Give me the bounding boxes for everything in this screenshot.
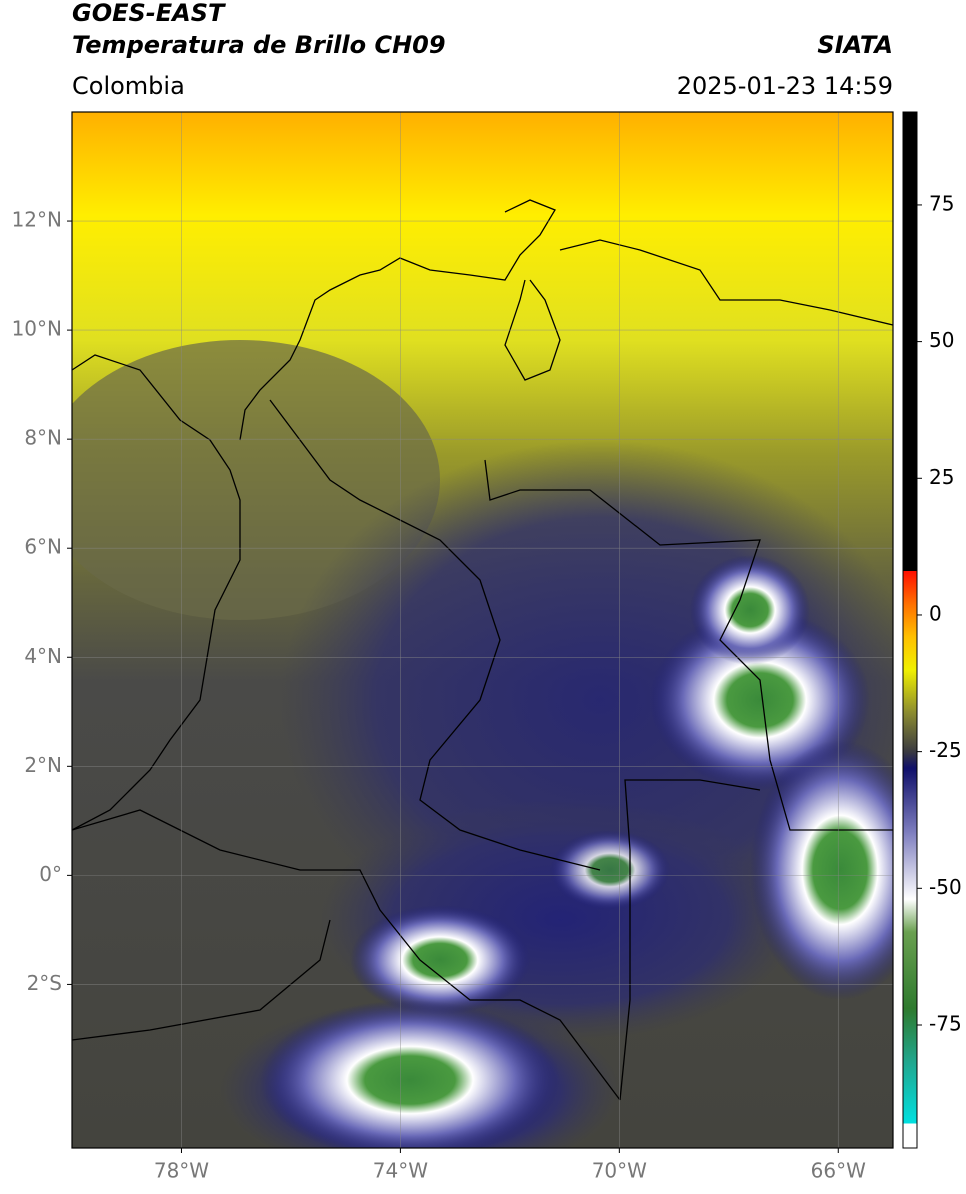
- lat-label: 4°N: [24, 644, 62, 668]
- colorbar-label: -75: [929, 1011, 962, 1035]
- lon-label: 74°W: [373, 1159, 428, 1183]
- colorbar-label: -50: [929, 875, 962, 899]
- lat-label: 2°N: [24, 753, 62, 777]
- colorbar-bar: [902, 111, 918, 1149]
- lat-label: 2°S: [27, 971, 62, 995]
- lon-label: 78°W: [154, 1159, 209, 1183]
- map-frame: [71, 111, 894, 1149]
- lat-label: 8°N: [24, 426, 62, 450]
- colorbar-label: 25: [929, 465, 954, 489]
- colorbar: 75 50 25 0 -25 -50 -75: [902, 111, 962, 1149]
- region: Colombia: [72, 72, 185, 100]
- source: SIATA: [817, 31, 893, 59]
- colorbar-label: 0: [929, 601, 942, 625]
- title: GOES-EAST: [72, 0, 226, 27]
- datetime: 2025-01-23 14:59: [677, 72, 893, 100]
- lat-label: 0°: [39, 862, 62, 886]
- colorbar-label: 75: [929, 191, 954, 215]
- satellite-image: [72, 112, 893, 1148]
- lon-label: 70°W: [592, 1159, 647, 1183]
- lat-label: 10°N: [12, 317, 62, 341]
- graticule: [67, 112, 893, 1153]
- subtitle: Temperatura de Brillo CH09: [72, 31, 446, 59]
- lat-label: 6°N: [24, 535, 62, 559]
- lon-label: 66°W: [811, 1159, 866, 1183]
- colorbar-label: 50: [929, 328, 954, 352]
- colorbar-label: -25: [929, 738, 962, 762]
- lat-label: 12°N: [12, 208, 62, 232]
